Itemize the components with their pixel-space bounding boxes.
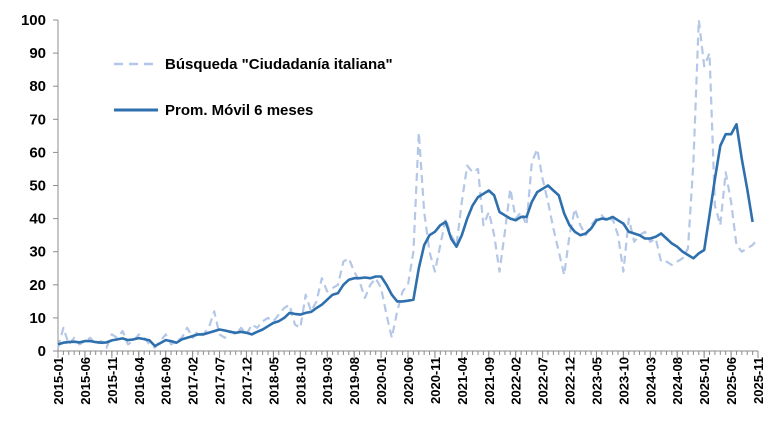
x-tick-label: 2024-03: [643, 357, 658, 405]
x-tick-label: 2022-07: [536, 357, 551, 405]
x-tick-label: 2022-12: [563, 357, 578, 405]
x-tick-label: 2019-03: [320, 357, 335, 405]
x-tick-label: 2025-11: [751, 357, 766, 404]
y-tick-label: 50: [29, 178, 46, 195]
y-tick-label: 30: [29, 244, 46, 261]
x-tick-label: 2020-01: [374, 357, 389, 405]
x-tick-label: 2023-05: [589, 357, 604, 405]
plot-area: [56, 18, 759, 349]
x-axis-ticks: 2015-01 2015-06 2015-11 2016-04 2016-09 2017-…: [51, 351, 766, 405]
series-line-search: [56, 18, 759, 349]
y-tick-label: 10: [29, 310, 46, 327]
x-tick-label: 2017-12: [239, 357, 254, 405]
y-tick-label: 100: [21, 12, 46, 29]
y-tick-label: 70: [29, 111, 46, 128]
x-tick-label: 2022-02: [509, 357, 524, 405]
x-tick-label: 2016-09: [159, 357, 174, 405]
x-tick-label: 2025-06: [724, 357, 739, 405]
x-tick-label: 2021-04: [455, 356, 470, 404]
x-tick-label: 2017-07: [213, 357, 228, 405]
x-tick-label: 2021-09: [482, 357, 497, 405]
x-tick-label: 2025-01: [697, 357, 712, 405]
y-tick-label: 40: [29, 211, 46, 228]
y-tick-label: 80: [29, 78, 46, 95]
y-tick-label: 60: [29, 144, 46, 161]
x-tick-label: 2024-08: [670, 357, 685, 405]
x-tick-label: 2018-10: [293, 357, 308, 405]
x-tick-label: 2023-10: [616, 357, 631, 405]
legend-label-moving-average: Prom. Móvil 6 meses: [165, 102, 313, 119]
x-tick-label: 2019-08: [347, 357, 362, 405]
legend: Búsqueda "Ciudadanía italiana" Prom. Móv…: [114, 56, 393, 119]
y-tick-label: 90: [29, 45, 46, 62]
x-tick-label: 2016-04: [132, 356, 147, 404]
legend-label-search: Búsqueda "Ciudadanía italiana": [165, 56, 393, 73]
x-tick-label: 2015-01: [51, 357, 66, 405]
x-tick-label: 2017-02: [186, 357, 201, 405]
y-tick-label: 0: [38, 343, 46, 360]
x-tick-label: 2018-05: [266, 357, 281, 405]
series-line-moving-average: [57, 123, 754, 348]
y-tick-label: 20: [29, 277, 46, 294]
x-tick-label: 2020-11: [428, 357, 443, 404]
x-tick-label: 2015-11: [105, 357, 120, 404]
y-axis-ticks: 0 10 20 30 40 50 60 70 80 90 100: [21, 12, 58, 360]
x-tick-label: 2015-06: [78, 357, 93, 405]
x-tick-label: 2020-06: [401, 357, 416, 405]
